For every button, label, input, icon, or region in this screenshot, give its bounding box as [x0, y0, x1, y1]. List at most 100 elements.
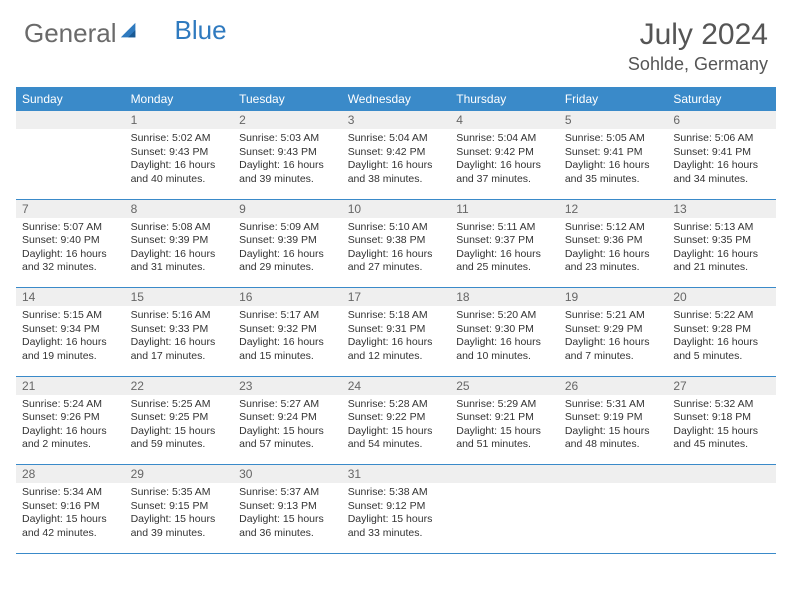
- day-info-line: Sunrise: 5:12 AM: [565, 221, 662, 235]
- day-info-line: Sunset: 9:13 PM: [239, 500, 336, 514]
- date-number-cell: 31: [342, 465, 451, 484]
- day-info-line: Daylight: 16 hours and 39 minutes.: [239, 159, 336, 186]
- date-number-cell: 20: [667, 288, 776, 307]
- date-number-cell: 23: [233, 376, 342, 395]
- day-info-line: Daylight: 16 hours and 10 minutes.: [456, 336, 553, 363]
- location-subtitle: Sohlde, Germany: [628, 54, 768, 75]
- date-number-cell: [667, 465, 776, 484]
- day-info-line: Sunset: 9:39 PM: [239, 234, 336, 248]
- day-header: Tuesday: [233, 87, 342, 111]
- day-info-line: Sunrise: 5:24 AM: [22, 398, 119, 412]
- date-number-cell: 11: [450, 199, 559, 218]
- calendar-day-cell: Sunrise: 5:29 AMSunset: 9:21 PMDaylight:…: [450, 395, 559, 465]
- date-number-cell: 27: [667, 376, 776, 395]
- day-info-line: Sunset: 9:43 PM: [131, 146, 228, 160]
- day-info-line: Sunrise: 5:38 AM: [348, 486, 445, 500]
- day-info-line: Daylight: 16 hours and 38 minutes.: [348, 159, 445, 186]
- date-number-cell: 6: [667, 111, 776, 129]
- day-info-line: Sunrise: 5:35 AM: [131, 486, 228, 500]
- calendar-day-cell: Sunrise: 5:17 AMSunset: 9:32 PMDaylight:…: [233, 306, 342, 376]
- day-info-line: Sunrise: 5:11 AM: [456, 221, 553, 235]
- day-header-row: SundayMondayTuesdayWednesdayThursdayFrid…: [16, 87, 776, 111]
- day-info-line: Sunrise: 5:22 AM: [673, 309, 770, 323]
- day-info-line: Daylight: 16 hours and 37 minutes.: [456, 159, 553, 186]
- day-info-line: Sunrise: 5:07 AM: [22, 221, 119, 235]
- calendar-empty-cell: [667, 483, 776, 553]
- calendar-day-cell: Sunrise: 5:13 AMSunset: 9:35 PMDaylight:…: [667, 218, 776, 288]
- calendar-table: SundayMondayTuesdayWednesdayThursdayFrid…: [16, 87, 776, 554]
- day-info-line: Sunset: 9:19 PM: [565, 411, 662, 425]
- calendar-day-cell: Sunrise: 5:11 AMSunset: 9:37 PMDaylight:…: [450, 218, 559, 288]
- calendar-day-cell: Sunrise: 5:05 AMSunset: 9:41 PMDaylight:…: [559, 129, 668, 199]
- date-number-cell: 24: [342, 376, 451, 395]
- day-info-line: Sunset: 9:12 PM: [348, 500, 445, 514]
- day-info-line: Sunset: 9:32 PM: [239, 323, 336, 337]
- day-info-line: Sunset: 9:43 PM: [239, 146, 336, 160]
- day-info-line: Sunrise: 5:03 AM: [239, 132, 336, 146]
- brand-sail-icon: [119, 21, 139, 46]
- day-info-line: Daylight: 15 hours and 59 minutes.: [131, 425, 228, 452]
- day-info-line: Daylight: 16 hours and 35 minutes.: [565, 159, 662, 186]
- day-info-line: Sunrise: 5:27 AM: [239, 398, 336, 412]
- calendar-day-cell: Sunrise: 5:02 AMSunset: 9:43 PMDaylight:…: [125, 129, 234, 199]
- calendar-day-cell: Sunrise: 5:22 AMSunset: 9:28 PMDaylight:…: [667, 306, 776, 376]
- date-number-cell: 19: [559, 288, 668, 307]
- day-info-line: Sunrise: 5:10 AM: [348, 221, 445, 235]
- day-info-line: Daylight: 15 hours and 48 minutes.: [565, 425, 662, 452]
- day-info-line: Sunrise: 5:09 AM: [239, 221, 336, 235]
- title-block: July 2024 Sohlde, Germany: [628, 18, 768, 75]
- page-header: GeneralBlue July 2024 Sohlde, Germany: [0, 0, 792, 81]
- calendar-day-cell: Sunrise: 5:10 AMSunset: 9:38 PMDaylight:…: [342, 218, 451, 288]
- calendar-day-cell: Sunrise: 5:34 AMSunset: 9:16 PMDaylight:…: [16, 483, 125, 553]
- calendar-day-cell: Sunrise: 5:38 AMSunset: 9:12 PMDaylight:…: [342, 483, 451, 553]
- day-info-line: Sunrise: 5:04 AM: [456, 132, 553, 146]
- day-info-line: Sunrise: 5:05 AM: [565, 132, 662, 146]
- day-info-line: Daylight: 16 hours and 5 minutes.: [673, 336, 770, 363]
- day-info-line: Daylight: 15 hours and 33 minutes.: [348, 513, 445, 540]
- calendar-empty-cell: [450, 483, 559, 553]
- day-info-line: Sunrise: 5:15 AM: [22, 309, 119, 323]
- date-number-cell: 28: [16, 465, 125, 484]
- day-info-line: Sunrise: 5:18 AM: [348, 309, 445, 323]
- day-info-line: Sunrise: 5:02 AM: [131, 132, 228, 146]
- calendar-day-cell: Sunrise: 5:15 AMSunset: 9:34 PMDaylight:…: [16, 306, 125, 376]
- day-info-line: Daylight: 16 hours and 21 minutes.: [673, 248, 770, 275]
- day-info-line: Daylight: 16 hours and 2 minutes.: [22, 425, 119, 452]
- calendar-day-cell: Sunrise: 5:07 AMSunset: 9:40 PMDaylight:…: [16, 218, 125, 288]
- day-info-line: Sunset: 9:42 PM: [456, 146, 553, 160]
- day-info-line: Sunrise: 5:25 AM: [131, 398, 228, 412]
- day-info-line: Sunset: 9:38 PM: [348, 234, 445, 248]
- calendar-day-cell: Sunrise: 5:16 AMSunset: 9:33 PMDaylight:…: [125, 306, 234, 376]
- date-number-cell: 21: [16, 376, 125, 395]
- calendar-day-cell: Sunrise: 5:04 AMSunset: 9:42 PMDaylight:…: [342, 129, 451, 199]
- day-info-line: Sunrise: 5:06 AM: [673, 132, 770, 146]
- calendar-day-cell: Sunrise: 5:32 AMSunset: 9:18 PMDaylight:…: [667, 395, 776, 465]
- day-info-line: Daylight: 16 hours and 17 minutes.: [131, 336, 228, 363]
- calendar-day-cell: Sunrise: 5:03 AMSunset: 9:43 PMDaylight:…: [233, 129, 342, 199]
- date-number-cell: 4: [450, 111, 559, 129]
- date-number-cell: 13: [667, 199, 776, 218]
- day-info-line: Daylight: 16 hours and 7 minutes.: [565, 336, 662, 363]
- day-info-line: Daylight: 15 hours and 42 minutes.: [22, 513, 119, 540]
- date-number-cell: 3: [342, 111, 451, 129]
- date-number-cell: 1: [125, 111, 234, 129]
- date-number-cell: 15: [125, 288, 234, 307]
- day-info-line: Daylight: 16 hours and 34 minutes.: [673, 159, 770, 186]
- day-info-line: Sunrise: 5:04 AM: [348, 132, 445, 146]
- day-info-line: Sunset: 9:36 PM: [565, 234, 662, 248]
- day-info-line: Daylight: 16 hours and 32 minutes.: [22, 248, 119, 275]
- date-band-row: 78910111213: [16, 199, 776, 218]
- day-info-line: Sunset: 9:25 PM: [131, 411, 228, 425]
- day-info-line: Daylight: 16 hours and 31 minutes.: [131, 248, 228, 275]
- date-band-row: 123456: [16, 111, 776, 129]
- calendar-day-cell: Sunrise: 5:25 AMSunset: 9:25 PMDaylight:…: [125, 395, 234, 465]
- date-number-cell: 7: [16, 199, 125, 218]
- day-info-line: Sunset: 9:31 PM: [348, 323, 445, 337]
- calendar-day-cell: Sunrise: 5:21 AMSunset: 9:29 PMDaylight:…: [559, 306, 668, 376]
- day-info-line: Sunrise: 5:31 AM: [565, 398, 662, 412]
- day-info-line: Sunrise: 5:16 AM: [131, 309, 228, 323]
- calendar-day-cell: Sunrise: 5:27 AMSunset: 9:24 PMDaylight:…: [233, 395, 342, 465]
- day-header: Monday: [125, 87, 234, 111]
- day-info-line: Daylight: 15 hours and 39 minutes.: [131, 513, 228, 540]
- calendar-day-cell: Sunrise: 5:37 AMSunset: 9:13 PMDaylight:…: [233, 483, 342, 553]
